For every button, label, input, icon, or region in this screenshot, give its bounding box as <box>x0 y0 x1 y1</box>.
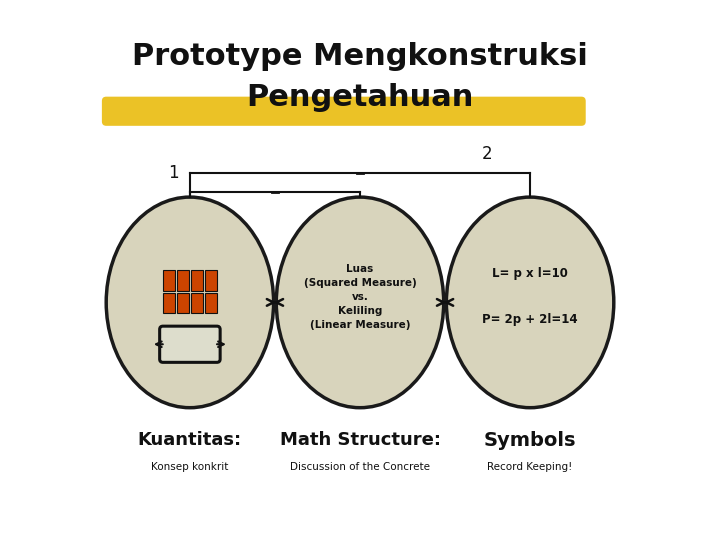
Text: Math Structure:: Math Structure: <box>279 431 441 449</box>
Text: Record Keeping!: Record Keeping! <box>487 462 573 472</box>
FancyBboxPatch shape <box>177 293 189 313</box>
FancyBboxPatch shape <box>160 326 220 362</box>
FancyBboxPatch shape <box>163 270 175 291</box>
Text: 1: 1 <box>168 164 179 182</box>
FancyBboxPatch shape <box>102 97 586 126</box>
Text: Symbols: Symbols <box>484 430 576 450</box>
Text: 2: 2 <box>482 145 492 163</box>
FancyBboxPatch shape <box>191 270 203 291</box>
Text: Pengetahuan: Pengetahuan <box>246 83 474 112</box>
FancyBboxPatch shape <box>163 293 175 313</box>
Text: Prototype Mengkonstruksi: Prototype Mengkonstruksi <box>132 42 588 71</box>
Text: Luas
(Squared Measure)
vs.
Keliling
(Linear Measure): Luas (Squared Measure) vs. Keliling (Lin… <box>304 264 416 330</box>
FancyBboxPatch shape <box>205 270 217 291</box>
FancyBboxPatch shape <box>191 293 203 313</box>
Text: Konsep konkrit: Konsep konkrit <box>151 462 228 472</box>
FancyBboxPatch shape <box>177 270 189 291</box>
Ellipse shape <box>446 197 613 408</box>
Text: Kuantitas:: Kuantitas: <box>138 431 242 449</box>
Text: L= p x l=10

P= 2p + 2l=14: L= p x l=10 P= 2p + 2l=14 <box>482 267 578 327</box>
FancyBboxPatch shape <box>205 293 217 313</box>
Ellipse shape <box>276 197 444 408</box>
Text: Discussion of the Concrete: Discussion of the Concrete <box>290 462 430 472</box>
Ellipse shape <box>107 197 274 408</box>
